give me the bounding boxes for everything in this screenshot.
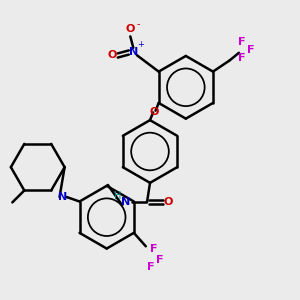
Text: F: F <box>146 262 154 272</box>
Text: F: F <box>238 53 245 63</box>
Text: +: + <box>137 40 144 49</box>
Text: N: N <box>129 47 138 57</box>
Text: O: O <box>150 106 159 117</box>
Text: F: F <box>149 244 157 254</box>
Text: O: O <box>126 24 135 34</box>
Text: F: F <box>238 37 245 47</box>
Text: N: N <box>58 192 68 202</box>
Text: F: F <box>156 255 164 265</box>
Text: O: O <box>163 197 172 207</box>
Text: F: F <box>247 45 254 55</box>
Text: N: N <box>121 197 130 207</box>
Text: H: H <box>114 191 122 201</box>
Text: -: - <box>136 19 140 29</box>
Text: O: O <box>108 50 117 60</box>
